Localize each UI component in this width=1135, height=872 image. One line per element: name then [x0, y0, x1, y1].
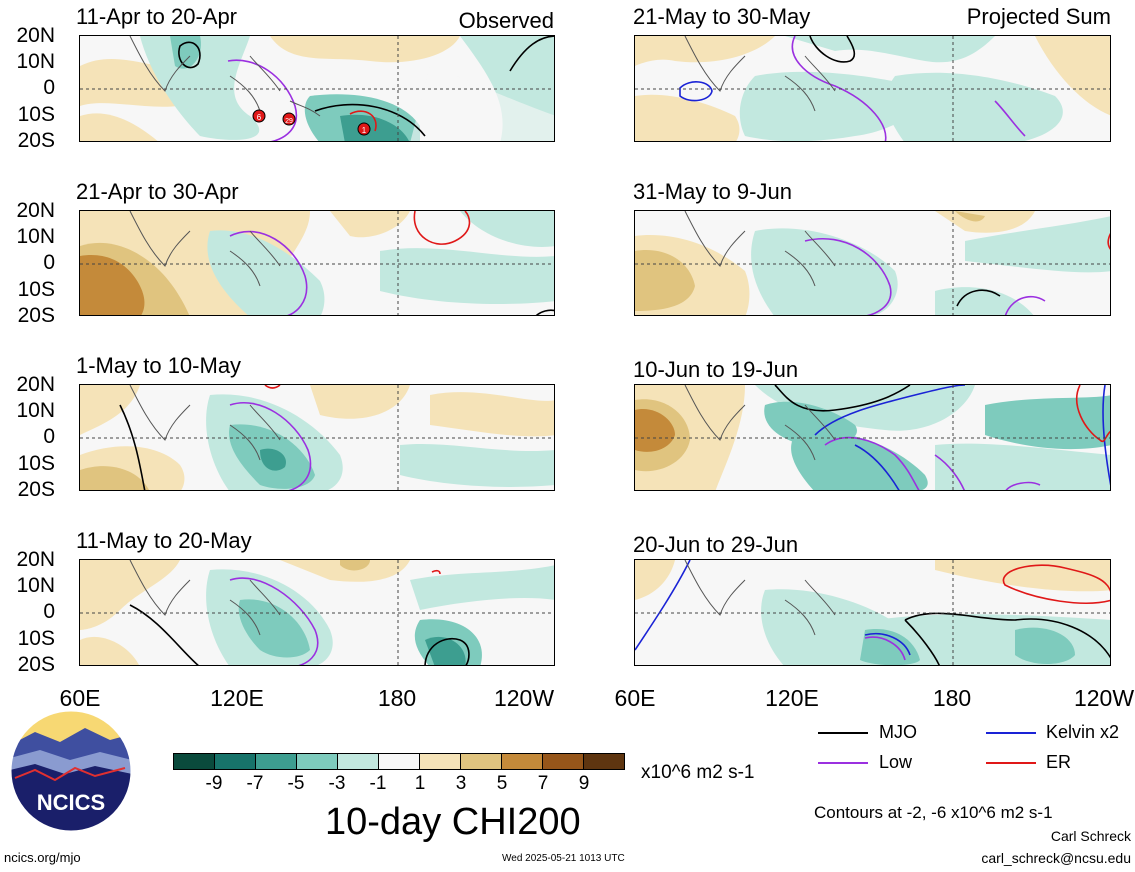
lat-label: 20S: [17, 129, 55, 152]
legend-swatch-low: [818, 762, 868, 764]
lat-label: 0: [43, 425, 55, 448]
lat-label: 0: [43, 251, 55, 274]
lat-label: 10N: [16, 225, 55, 248]
panel-title: 20-Jun to 29-Jun: [633, 532, 799, 557]
panel-title: 11-Apr to 20-Apr: [76, 4, 238, 29]
logo-text: NCICS: [37, 790, 105, 815]
lat-label: 10S: [17, 103, 55, 126]
colorbar: [173, 753, 625, 770]
colorbar-tick: 3: [455, 773, 467, 794]
lat-label: 10N: [16, 574, 55, 597]
legend-label-low: Low: [879, 752, 913, 772]
storm-label: 6: [257, 113, 262, 122]
lat-label: 10N: [16, 50, 55, 73]
colorbar-tick: -1: [369, 773, 387, 794]
legend-swatch-er: [986, 762, 1036, 764]
map-panel: [79, 210, 555, 316]
lat-label: 0: [43, 600, 55, 623]
lat-label: 20S: [17, 653, 55, 676]
legend-label-er: ER: [1046, 752, 1072, 772]
lat-label: 20S: [17, 304, 55, 327]
colorbar-swatch: [174, 754, 215, 769]
colorbar-tick: -5: [287, 773, 305, 794]
panel-title: 21-May to 30-May: [633, 4, 811, 29]
main-title: 10-day CHI200: [325, 801, 581, 843]
panel-title: 11-May to 20-May: [76, 528, 252, 553]
panel-label-projected: Projected Sum: [966, 4, 1111, 29]
lat-label: 10N: [16, 399, 55, 422]
lon-label: 120W: [493, 685, 555, 711]
map-panel: [634, 35, 1111, 142]
panel-title: 31-May to 9-Jun: [633, 179, 792, 204]
colorbar-swatch: [502, 754, 543, 769]
lat-label: 10S: [17, 278, 55, 301]
legend-swatch-kelvin: [986, 732, 1036, 734]
map-panel: [79, 384, 555, 491]
colorbar-swatch: [420, 754, 461, 769]
lat-label: 10S: [17, 627, 55, 650]
colorbar-units: x10^6 m2 s-1: [641, 762, 755, 783]
colorbar-tick: -3: [328, 773, 346, 794]
lat-label: 10S: [17, 452, 55, 475]
author: Carl Schreck: [1050, 828, 1131, 844]
panel-title: 10-Jun to 19-Jun: [633, 357, 799, 382]
colorbar-tick: 7: [537, 773, 549, 794]
lon-label: 120W: [1073, 685, 1135, 711]
colorbar-swatch: [379, 754, 420, 769]
lon-label: 180: [932, 685, 972, 711]
lon-label: 60E: [59, 685, 101, 711]
colorbar-swatch: [461, 754, 502, 769]
colorbar-swatch: [338, 754, 379, 769]
storm-marker-icon: 6: [252, 109, 266, 123]
map-panel: [634, 210, 1111, 316]
panel-title: 1-May to 10-May: [76, 353, 242, 378]
legend-label-mjo: MJO: [879, 722, 917, 742]
map-panel: [634, 384, 1111, 491]
timestamp: Wed 2025-05-21 1013 UTC: [502, 853, 625, 864]
lat-label: 0: [43, 76, 55, 99]
colorbar-tick: -7: [246, 773, 264, 794]
colorbar-tick: -9: [205, 773, 223, 794]
colorbar-swatch: [584, 754, 624, 769]
colorbar-swatch: [543, 754, 584, 769]
lat-label: 20N: [16, 373, 55, 396]
colorbar-tick: 5: [496, 773, 508, 794]
map-panel: 6 29 1: [79, 35, 555, 142]
contours-note: Contours at -2, -6 x10^6 m2 s-1: [814, 803, 1053, 822]
map-panel: [634, 559, 1111, 666]
storm-marker-icon: 29: [282, 112, 296, 126]
colorbar-swatch: [297, 754, 338, 769]
storm-label: 1: [362, 126, 367, 135]
legend-swatch-mjo: [818, 732, 868, 734]
lat-label: 20S: [17, 478, 55, 501]
colorbar-swatch: [256, 754, 297, 769]
storm-marker-icon: 1: [357, 122, 371, 136]
site-link[interactable]: ncics.org/mjo: [4, 850, 81, 865]
lat-label: 20N: [16, 548, 55, 571]
lon-label: 120E: [210, 685, 264, 711]
panel-label-observed: Observed: [458, 8, 554, 33]
lon-label: 60E: [614, 685, 656, 711]
lat-label: 20N: [16, 199, 55, 222]
panel-title: 21-Apr to 30-Apr: [76, 179, 239, 204]
legend-label-kelvin: Kelvin x2: [1046, 722, 1120, 742]
ncics-logo: NCICS: [10, 710, 132, 832]
colorbar-tick: 9: [578, 773, 590, 794]
lon-label: 120E: [765, 685, 819, 711]
author-email[interactable]: carl_schreck@ncsu.edu: [981, 850, 1131, 866]
colorbar-tick: 1: [414, 773, 426, 794]
lon-label: 180: [377, 685, 417, 711]
map-panel: [79, 559, 555, 666]
lat-label: 20N: [16, 24, 55, 47]
colorbar-swatch: [215, 754, 256, 769]
storm-label: 29: [285, 118, 293, 125]
